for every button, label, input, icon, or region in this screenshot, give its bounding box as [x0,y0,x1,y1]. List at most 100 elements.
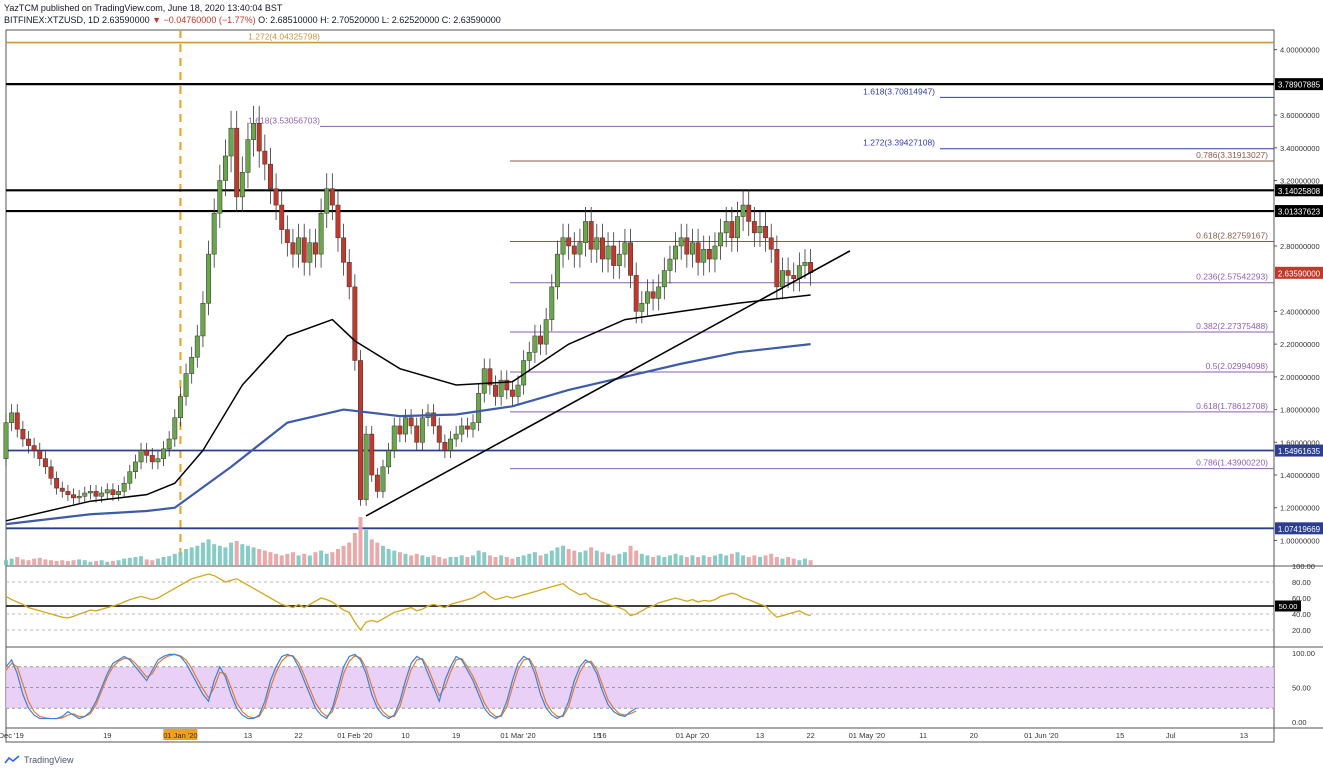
volume-bar [780,558,785,565]
candle-body [701,248,707,263]
volume-bar [65,561,70,565]
level-axis-label: 1.54961635 [1278,447,1321,456]
candle-body [442,442,448,451]
volume-bar [662,557,667,565]
volume-bar [729,553,734,565]
x-tick-label: 11 [919,731,927,740]
volume-bar [690,555,695,565]
candle-body [706,248,712,260]
price-tick-label: 2.40000000 [1280,307,1320,316]
candle-body [217,180,223,214]
candle-body [369,433,375,476]
volume-bar [195,545,200,565]
x-tick-label: 01 Feb '20 [337,731,372,740]
tradingview-footer[interactable]: TradingView [4,755,74,765]
volume-bar [442,558,447,565]
volume-bar [634,550,639,565]
candle-body [296,237,302,255]
candle-body [65,491,71,495]
volume-bar [645,555,650,565]
volume-bar [94,561,99,565]
candle-body [549,286,555,320]
candle-body [222,155,228,181]
candle-body [628,242,634,276]
candle-body [515,384,521,397]
candle-body [751,221,757,234]
volume-bar [465,557,470,565]
volume-bar [437,557,442,565]
volume-bar [178,552,183,565]
volume-bar [133,557,138,565]
volume-bar [139,556,144,565]
level-label: 1.618(3.70814947) [863,86,935,96]
candle-body [87,491,93,494]
candle-body [211,212,217,255]
volume-bar [476,550,481,565]
volume-bar [240,544,245,565]
x-tick-label: 01 Jan '20 [163,731,197,740]
price-tick-label: 4.00000000 [1280,46,1320,55]
ma-long-line [5,343,811,526]
candle-body [436,425,442,443]
candle-body [785,270,791,276]
candle-body [273,188,279,206]
x-tick-label: 01 Mar '20 [500,731,535,740]
volume-bar [712,555,717,565]
level-axis-label: 3.01337623 [1278,208,1321,217]
x-tick-label: 19 [452,731,460,740]
volume-bar [20,559,25,565]
rsi-tick-label: 20.00 [1292,626,1311,635]
volume-bar [471,555,476,565]
x-tick-label: 13 [244,731,252,740]
candle-body [307,242,313,263]
x-tick-label: 15 [593,731,601,740]
volume-bar [99,560,104,565]
volume-bar [172,553,177,565]
candle-body [358,360,363,500]
volume-bar [268,552,273,565]
candle-body [149,455,155,463]
candle-body [324,188,330,214]
level-label: 0.618(1.78612708) [1196,401,1268,411]
volume-bar [60,560,65,565]
candle-body [684,237,690,255]
volume-bar [487,555,492,565]
volume-bar [673,553,678,565]
candle-body [611,245,617,266]
candle-body [161,448,166,459]
candle-body [116,491,121,495]
candle-body [538,335,543,345]
candle-body [650,291,656,299]
volume-bar [290,552,295,565]
candle-body [26,438,31,446]
level-label: 1.618(3.53056703) [248,115,320,125]
volume-bar [116,560,121,565]
rsi-tick-label: 60.00 [1292,594,1311,603]
candle-body [3,422,9,459]
level-label: 0.786(3.31913027) [1196,150,1268,160]
volume-bar [482,552,487,565]
volume-bar [212,544,217,565]
volume-bar [718,553,723,565]
volume-bar [555,547,560,565]
price-value: 2.63590000 [102,15,150,25]
candle-body [588,221,594,250]
price-tick-label: 1.20000000 [1280,504,1320,513]
volume-bar [606,553,611,565]
candle-body [172,417,178,440]
candle-body [667,258,673,271]
candle-body [780,270,785,288]
candle-body [256,123,262,152]
candle-body [690,242,695,255]
candle-body [341,237,347,263]
volume-bar [161,557,166,565]
candle-body [386,450,392,468]
price-tick-label: 2.80000000 [1280,242,1320,251]
level-axis-tag [1275,184,1323,197]
candle-body [352,286,358,361]
level-label: 1.272(3.39427108) [863,138,935,148]
x-tick-label: 20 [970,731,978,740]
volume-bar [628,545,633,565]
volume-bar [409,555,414,565]
